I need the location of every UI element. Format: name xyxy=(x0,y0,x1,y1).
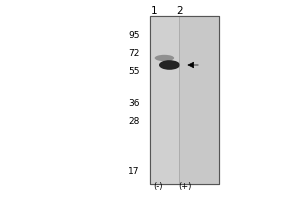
Text: 95: 95 xyxy=(128,30,140,40)
Text: 55: 55 xyxy=(128,66,140,75)
Text: 2: 2 xyxy=(177,6,183,16)
Text: 17: 17 xyxy=(128,166,140,176)
Text: (-): (-) xyxy=(153,182,163,192)
Bar xyxy=(150,16,219,184)
Ellipse shape xyxy=(155,55,174,61)
Bar xyxy=(150,16,219,184)
Text: 36: 36 xyxy=(128,98,140,108)
Text: (+): (+) xyxy=(178,182,192,192)
Bar xyxy=(178,16,219,184)
Ellipse shape xyxy=(159,60,180,70)
Bar xyxy=(150,16,178,184)
Text: 1: 1 xyxy=(151,6,158,16)
Text: 72: 72 xyxy=(128,48,140,58)
Text: 28: 28 xyxy=(128,116,140,126)
